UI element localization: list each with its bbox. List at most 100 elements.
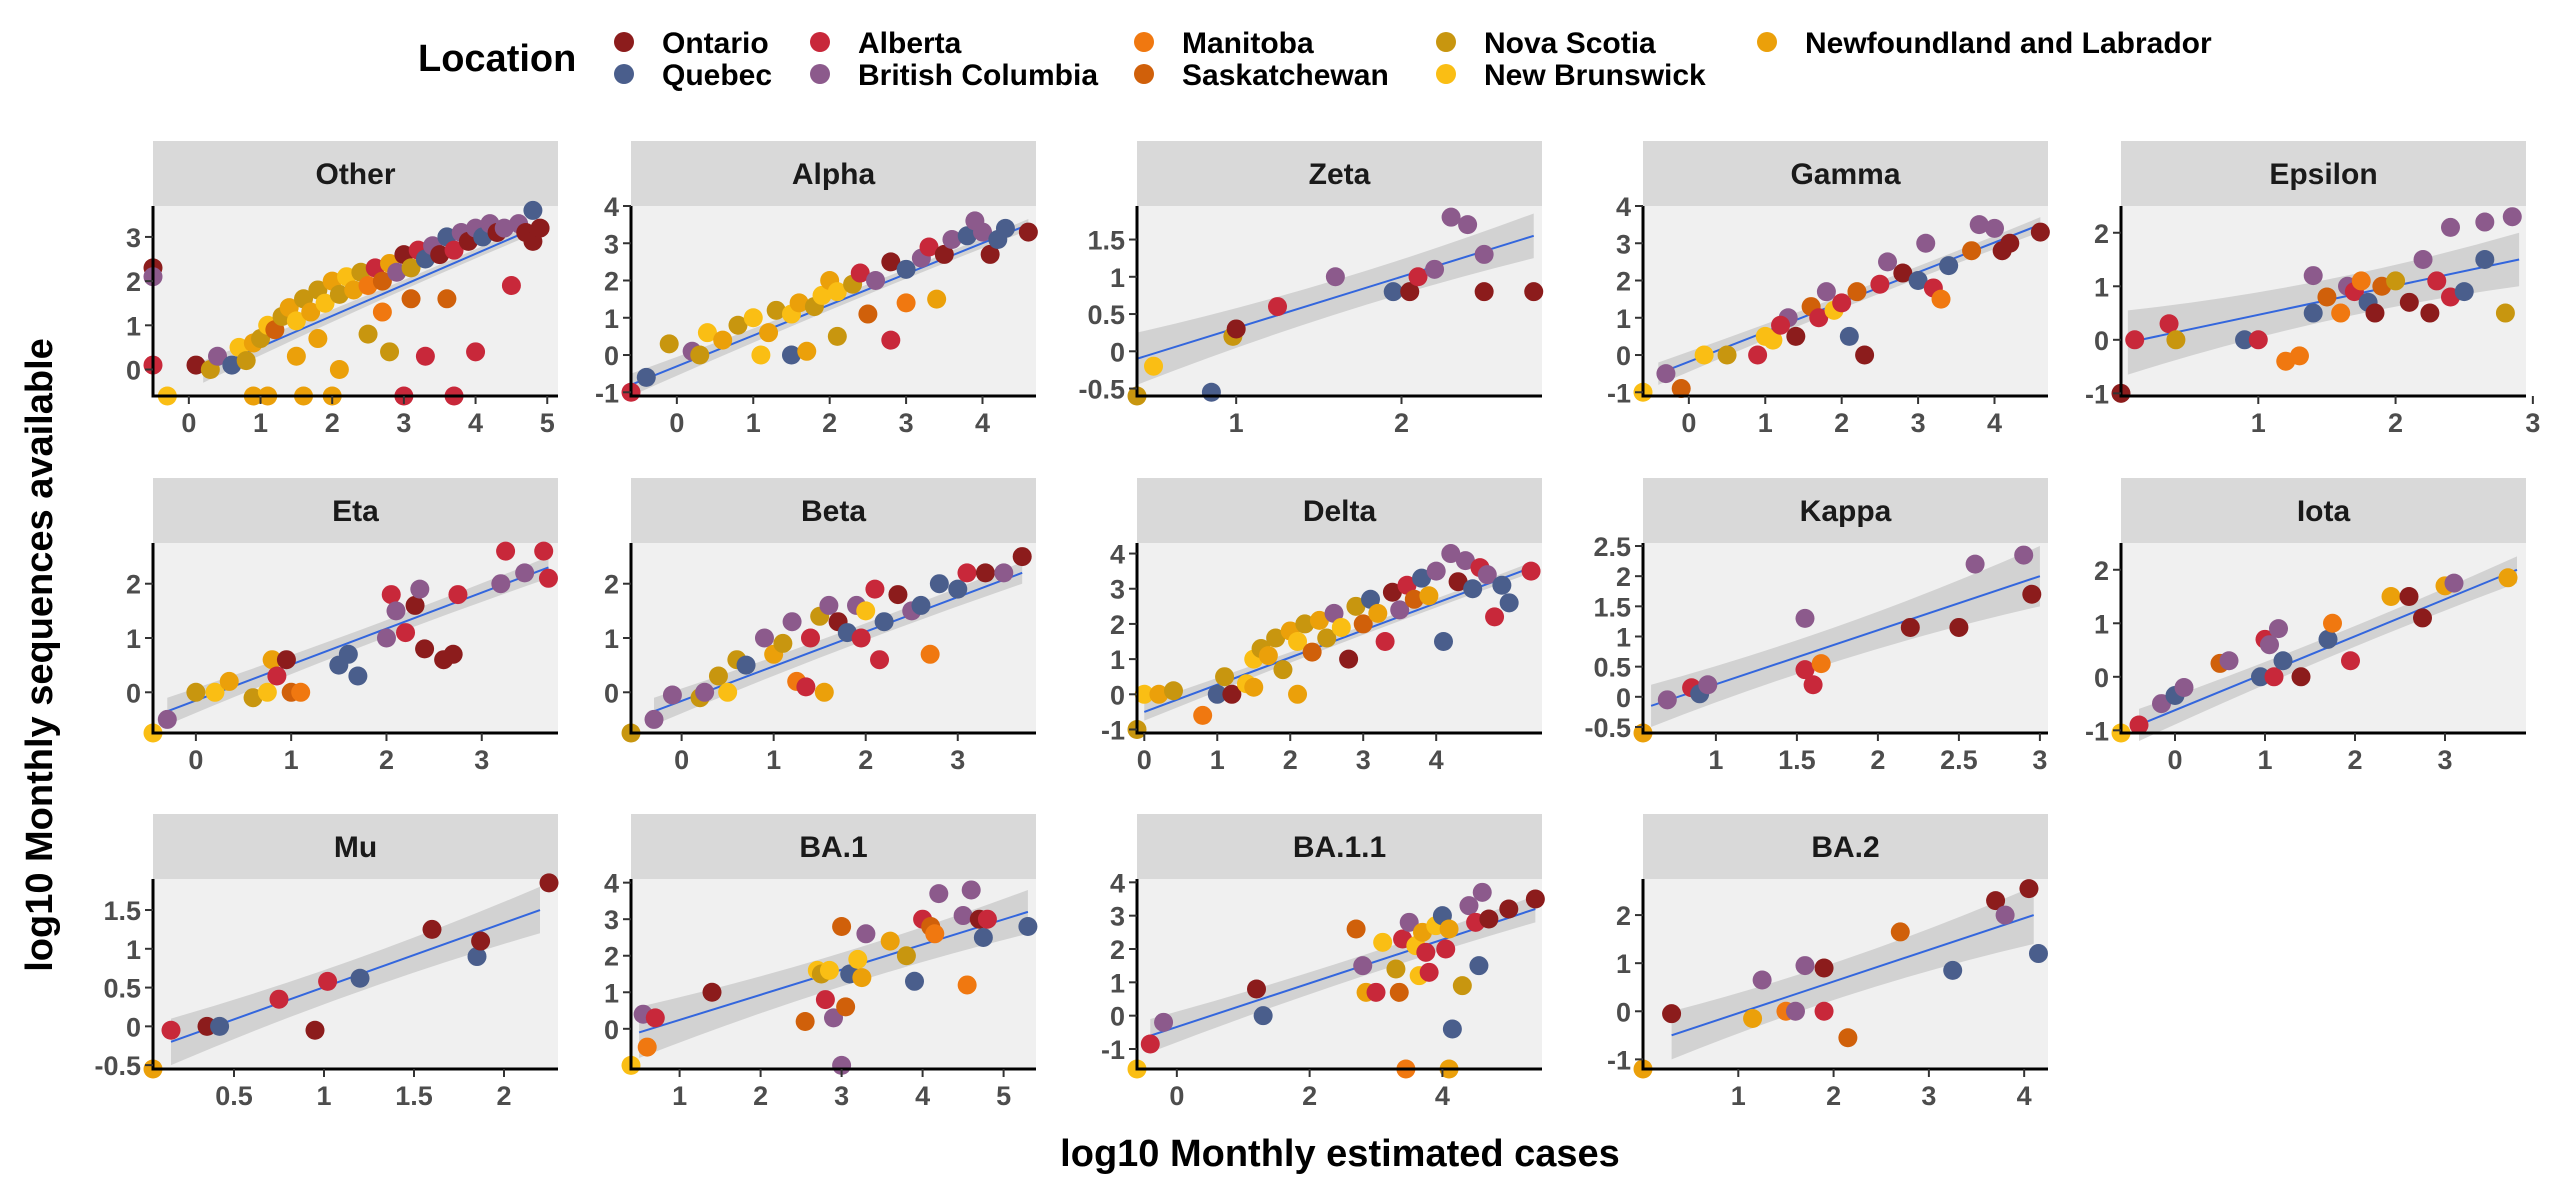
data-point: [1962, 241, 1982, 261]
x-tick-label: 2: [822, 408, 837, 438]
x-tick-label: 5: [996, 1081, 1011, 1111]
data-point: [1346, 596, 1366, 616]
y-tick-label: 1: [126, 935, 141, 965]
data-point: [1140, 1034, 1160, 1054]
data-point: [896, 259, 916, 279]
x-tick-label: 2: [496, 1081, 511, 1111]
data-point: [1908, 271, 1928, 291]
x-tick-label: 3: [899, 408, 914, 438]
data-point: [1717, 345, 1737, 365]
data-point: [2014, 545, 2034, 565]
legend-item: Ontario: [614, 27, 769, 60]
data-point: [1965, 554, 1985, 574]
data-point: [1939, 256, 1959, 276]
y-tick-label: 0: [126, 1012, 141, 1042]
data-point: [2399, 587, 2419, 607]
legend-item: New Brunswick: [1436, 59, 1706, 92]
data-point: [305, 1020, 325, 1040]
x-tick-label: 1: [316, 1081, 331, 1111]
facet-strip: [2121, 478, 2526, 543]
data-point: [1247, 979, 1267, 999]
data-point: [819, 960, 839, 980]
data-point: [276, 650, 296, 670]
data-point: [973, 222, 993, 242]
data-point: [2235, 330, 2255, 350]
data-point: [2269, 619, 2288, 639]
y-tick-label: 2.5: [1593, 532, 1631, 562]
data-point: [1995, 905, 2015, 925]
data-point: [957, 226, 977, 246]
legend-swatch: [1436, 32, 1456, 52]
x-tick-label: 2.5: [1940, 745, 1978, 775]
data-point: [2386, 271, 2406, 291]
facet-strip: [631, 814, 1036, 879]
data-point: [644, 709, 664, 729]
facet-strip: [153, 478, 558, 543]
x-tick-label: 0: [1169, 1081, 1184, 1111]
data-point: [975, 563, 995, 583]
y-tick-label: 0: [2094, 326, 2109, 356]
data-point: [980, 244, 1000, 264]
data-point: [881, 252, 901, 272]
data-point: [1656, 364, 1676, 384]
data-point: [718, 682, 738, 702]
data-point: [1018, 222, 1038, 242]
facet-title: Epsilon: [2269, 158, 2377, 191]
data-point: [1386, 959, 1406, 979]
data-point: [1154, 1012, 1174, 1032]
data-point: [1226, 319, 1246, 339]
facet-title: Delta: [1303, 495, 1377, 528]
facet-title: Other: [315, 158, 395, 191]
data-point: [2331, 303, 2351, 323]
facet-strip: [1137, 141, 1542, 206]
x-tick-label: 2: [858, 745, 873, 775]
facet-panel: Iota -1 0 1 2 0 1 2 3: [2085, 478, 2526, 775]
data-point: [1816, 282, 1836, 302]
data-point: [358, 324, 378, 344]
data-point: [1288, 684, 1308, 704]
legend-item: Quebec: [614, 59, 772, 92]
y-tick-label: 2: [2094, 556, 2109, 586]
data-point: [286, 311, 306, 331]
legend-item: Alberta: [810, 27, 962, 60]
y-tick-label: 2: [604, 570, 619, 600]
facet-strip: [631, 141, 1036, 206]
y-tick-label: 2: [1616, 901, 1631, 931]
confidence-band: [203, 220, 541, 383]
data-point: [2475, 250, 2495, 270]
data-point: [1474, 244, 1494, 264]
legend-label: British Columbia: [858, 59, 1098, 92]
data-point: [1436, 939, 1456, 959]
data-point: [1441, 544, 1461, 564]
data-point: [415, 346, 435, 366]
data-point: [858, 304, 878, 324]
x-tick-label: 1: [1229, 408, 1244, 438]
data-point: [851, 628, 871, 648]
data-point: [856, 601, 876, 621]
y-tick-label: 2: [126, 570, 141, 600]
x-tick-label: 4: [915, 1081, 930, 1111]
x-tick-label: 0: [188, 745, 203, 775]
data-point: [430, 245, 450, 265]
x-tick-label: 0: [674, 745, 689, 775]
data-point: [386, 601, 406, 621]
legend-item: Newfoundland and Labrador: [1757, 27, 2212, 60]
facet-strip: [153, 814, 558, 879]
y-tick-label: 2: [2094, 219, 2109, 249]
x-tick-label: 2: [379, 745, 394, 775]
data-point: [662, 685, 682, 705]
data-point: [2219, 651, 2239, 671]
data-point: [515, 563, 535, 583]
data-point: [2273, 651, 2293, 671]
data-point: [2454, 282, 2474, 302]
data-point: [824, 1008, 843, 1028]
data-point: [1353, 956, 1373, 976]
data-point: [1803, 675, 1823, 695]
facet-title: BA.2: [1811, 831, 1879, 864]
x-tick-label: 3: [950, 745, 965, 775]
data-point: [1855, 345, 1875, 365]
data-point: [2444, 573, 2464, 593]
data-point: [827, 282, 847, 302]
legend-swatch: [1134, 32, 1154, 52]
